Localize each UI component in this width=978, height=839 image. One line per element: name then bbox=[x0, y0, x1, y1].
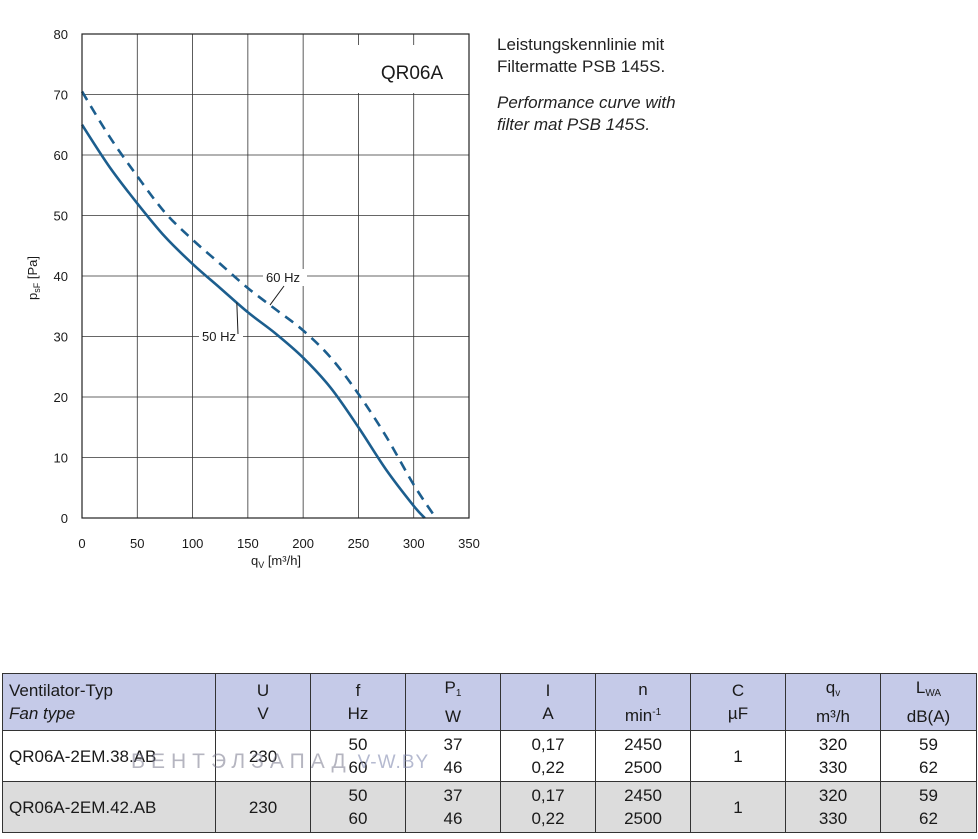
header-frequency-symbol: f bbox=[355, 681, 361, 700]
header-voltage-symbol: U bbox=[256, 681, 270, 700]
y-tick-label: 60 bbox=[54, 148, 68, 163]
y-tick-label: 0 bbox=[61, 511, 68, 526]
y-tick-label: 20 bbox=[54, 390, 68, 405]
header-speed: n min-1 bbox=[595, 673, 691, 731]
description-de: Leistungskennlinie mit Filtermatte PSB 1… bbox=[497, 34, 676, 78]
series-label-bg bbox=[199, 328, 243, 345]
series-label-50hz: 50 Hz bbox=[202, 329, 236, 344]
header-speed-symbol: n bbox=[638, 679, 648, 699]
x-tick-label: 350 bbox=[458, 536, 480, 551]
airflow-cell: 320 330 bbox=[785, 730, 881, 782]
header-sound-level: LWA dB(A) bbox=[880, 673, 977, 731]
x-tick-label: 50 bbox=[130, 536, 144, 551]
description-en: Performance curve with filter mat PSB 14… bbox=[497, 92, 676, 136]
watermark: ВЕНТЭЛЗАПАД V-W.BY bbox=[131, 750, 429, 774]
speed-cell: 2450 2500 bbox=[595, 781, 691, 833]
header-capacitor: C µF bbox=[690, 673, 786, 731]
chart-frame bbox=[81, 33, 470, 519]
description-de-line1: Leistungskennlinie mit bbox=[497, 35, 665, 54]
header-fan-type: Ventilator-Typ Fan type bbox=[2, 673, 216, 731]
curve-60-hz bbox=[80, 90, 437, 519]
speed-cell: 2450 2500 bbox=[595, 730, 691, 782]
header-fan-type-de: Ventilator-Typ bbox=[9, 681, 113, 700]
header-airflow: qv m³/h bbox=[785, 673, 881, 731]
current-cell: 0,17 0,22 bbox=[500, 730, 596, 782]
table-header-row: Ventilator-Typ Fan type U V f Hz P1 W I … bbox=[2, 673, 977, 731]
y-axis-label: psF [Pa] bbox=[25, 256, 42, 300]
table-row: QR06A-2EM.38.AB ВЕНТЭЛЗАПАД V-W.BY 230 50… bbox=[2, 730, 977, 782]
x-tick-label: 150 bbox=[237, 536, 259, 551]
chart-title: QR06A bbox=[381, 63, 444, 84]
header-sound-level-unit: dB(A) bbox=[906, 707, 951, 726]
y-tick-label: 70 bbox=[54, 88, 68, 103]
frequency-cell: 50 60 bbox=[310, 781, 406, 833]
series-label-bg bbox=[263, 269, 307, 286]
fan-type-cell: QR06A-2EM.38.AB ВЕНТЭЛЗАПАД V-W.BY bbox=[2, 730, 428, 782]
current-cell: 0,17 0,22 bbox=[500, 781, 596, 833]
watermark-site: V-W.BY bbox=[357, 752, 430, 773]
description-en-line2: filter mat PSB 145S. bbox=[497, 115, 651, 134]
sound-level-cell: 59 62 bbox=[880, 730, 977, 782]
y-tick-label: 40 bbox=[54, 269, 68, 284]
performance-chart: 0 50 100 150 200 250 300 350 0 10 20 30 40 50 60 70 80 Q… bbox=[25, 27, 480, 570]
header-airflow-unit: m³/h bbox=[816, 707, 850, 726]
sound-level-cell: 59 62 bbox=[880, 781, 977, 833]
x-tick-label: 300 bbox=[403, 536, 425, 551]
description-de-line2: Filtermatte PSB 145S. bbox=[497, 57, 666, 76]
chart-title-box bbox=[355, 45, 467, 93]
chart-tick-labels: 0 50 100 150 200 250 300 350 0 10 20 30 40 50 60 70 80 bbox=[54, 27, 480, 551]
spec-table: Ventilator-Typ Fan type U V f Hz P1 W I … bbox=[2, 673, 977, 833]
header-power: P1 W bbox=[405, 673, 501, 731]
series-labels: 50 Hz 60 Hz bbox=[199, 269, 307, 345]
header-fan-type-en: Fan type bbox=[9, 704, 76, 723]
x-tick-label: 250 bbox=[348, 536, 370, 551]
y-tick-label: 80 bbox=[54, 27, 68, 42]
fan-type-cell: QR06A-2EM.42.AB bbox=[2, 781, 216, 833]
capacitor-cell: 1 bbox=[690, 730, 786, 782]
table-row: QR06A-2EM.42.AB 230 50 60 37 46 0,17 0,22 2… bbox=[2, 781, 977, 833]
y-tick-label: 50 bbox=[54, 209, 68, 224]
header-voltage: U V bbox=[215, 673, 311, 731]
power-cell: 37 46 bbox=[405, 781, 501, 833]
watermark-brand: ВЕНТЭЛЗАПАД bbox=[131, 750, 352, 773]
header-capacitor-symbol: C bbox=[731, 681, 745, 700]
y-tick-label: 30 bbox=[54, 330, 68, 345]
header-speed-unit: min-1 bbox=[624, 705, 662, 725]
airflow-cell: 320 330 bbox=[785, 781, 881, 833]
chart-description: Leistungskennlinie mit Filtermatte PSB 1… bbox=[497, 34, 676, 136]
header-current-unit: A bbox=[542, 704, 554, 723]
voltage-cell: 230 bbox=[215, 730, 311, 782]
header-current: I A bbox=[500, 673, 596, 731]
series-label-60hz: 60 Hz bbox=[266, 270, 300, 285]
header-current-symbol: I bbox=[545, 681, 551, 700]
header-power-unit: W bbox=[444, 707, 462, 726]
header-power-symbol: P1 bbox=[444, 678, 462, 699]
header-sound-level-symbol: LWA bbox=[915, 678, 942, 699]
voltage-cell: 230 bbox=[215, 781, 311, 833]
header-voltage-unit: V bbox=[257, 704, 269, 723]
y-tick-label: 10 bbox=[54, 451, 68, 466]
curve-50-hz bbox=[80, 124, 426, 519]
x-tick-label: 200 bbox=[292, 536, 314, 551]
description-en-line1: Performance curve with bbox=[497, 93, 676, 112]
x-tick-label: 100 bbox=[182, 536, 204, 551]
fan-type-value: QR06A-2EM.38.AB bbox=[9, 746, 157, 766]
x-axis-label: qV [m³/h] bbox=[251, 553, 301, 570]
leader-line-50hz bbox=[236, 302, 239, 335]
x-tick-label: 0 bbox=[78, 536, 85, 551]
header-capacitor-unit: µF bbox=[727, 704, 749, 723]
header-airflow-symbol: qv bbox=[825, 678, 841, 699]
chart-curves bbox=[80, 90, 437, 519]
leader-line-60hz bbox=[269, 285, 285, 306]
header-frequency-unit: Hz bbox=[347, 704, 369, 723]
capacitor-cell: 1 bbox=[690, 781, 786, 833]
header-frequency: f Hz bbox=[310, 673, 406, 731]
